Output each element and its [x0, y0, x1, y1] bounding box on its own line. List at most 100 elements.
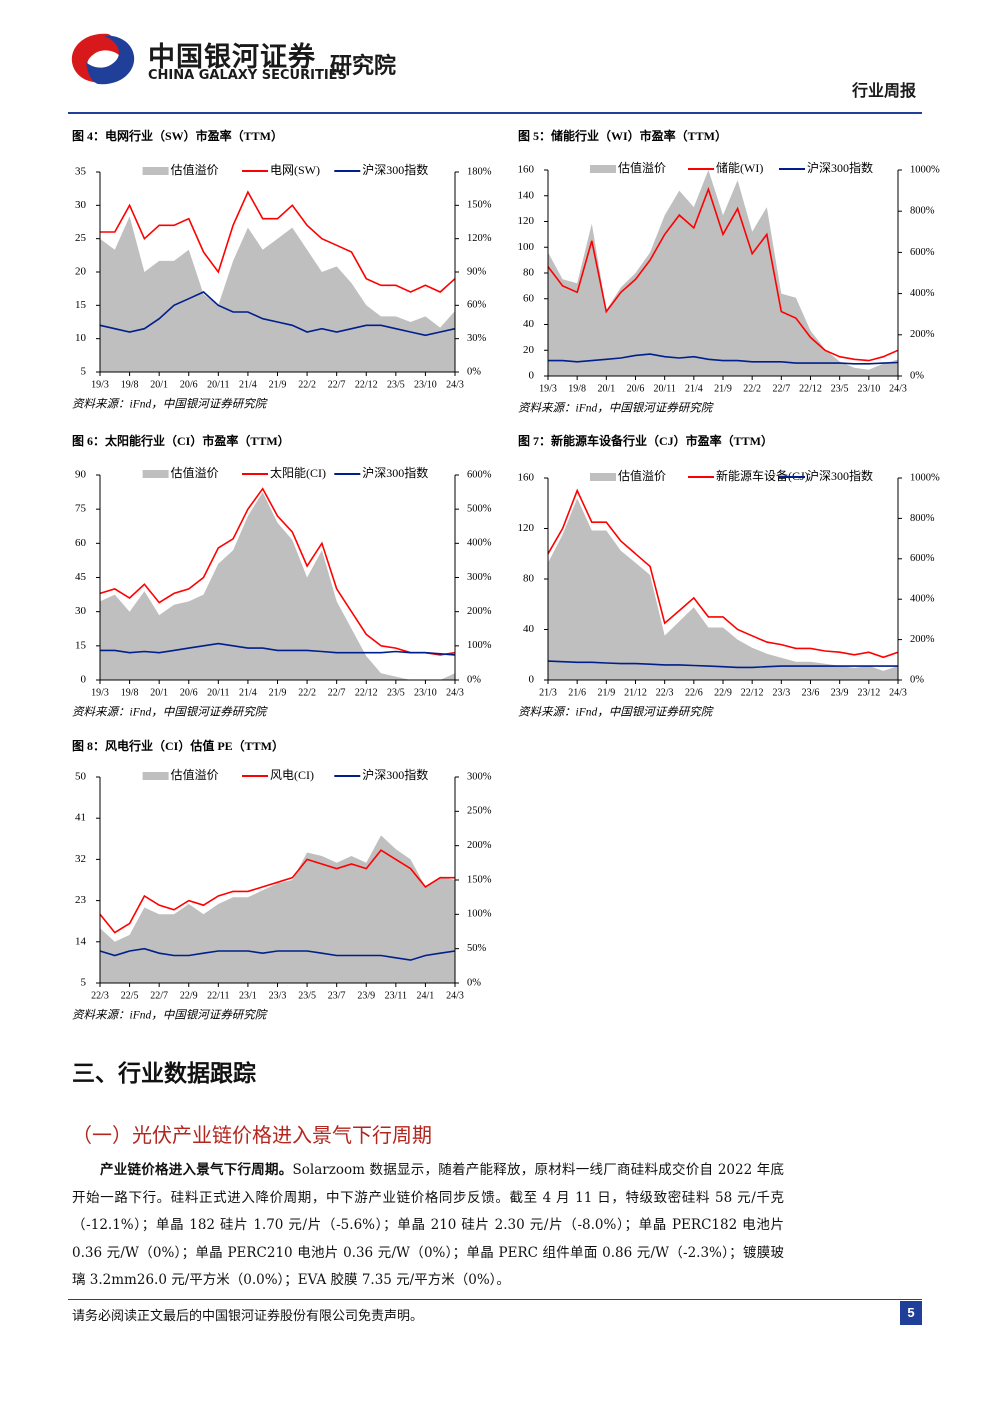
x-tick-label: 22/2: [298, 687, 316, 698]
x-tick-label: 21/6: [568, 687, 586, 698]
legend-swatch: [590, 473, 616, 481]
y-tick-label: 40: [523, 623, 535, 635]
x-tick-label: 22/7: [150, 990, 168, 1001]
y-tick-label: 140: [518, 189, 535, 201]
y-tick-label: 20: [523, 344, 535, 356]
x-tick-label: 23/9: [831, 687, 849, 698]
y-tick-label: 80: [523, 573, 535, 585]
page-number: 5: [900, 1301, 922, 1325]
x-tick-label: 19/3: [91, 379, 109, 390]
x-tick-label: 19/3: [539, 383, 557, 394]
x-tick-label: 22/3: [656, 687, 674, 698]
y2-tick-label: 200%: [467, 840, 492, 851]
legend-swatch: [142, 167, 169, 175]
y2-tick-label: 180%: [467, 166, 492, 177]
legend-label: 储能(WI): [716, 160, 763, 175]
x-tick-label: 22/12: [799, 383, 822, 394]
x-tick-label: 23/5: [298, 990, 316, 1001]
series-line: [100, 642, 456, 656]
legend-label: 估值溢价: [171, 767, 219, 782]
y2-tick-label: 150%: [467, 200, 492, 211]
y2-tick-label: 150%: [467, 874, 492, 885]
x-tick-label: 23/3: [269, 990, 287, 1001]
series-line: [99, 487, 456, 656]
figure-source: 资料来源：iFnd，中国银河证券研究院: [518, 706, 714, 719]
y2-tick-label: 800%: [910, 513, 935, 524]
y-tick-label: 120: [518, 215, 535, 227]
y-tick-label: 50: [75, 771, 87, 783]
x-tick-label: 23/1: [239, 990, 257, 1001]
y2-tick-label: 120%: [467, 233, 492, 244]
subsection-title: （一）光伏产业链价格进入景气下行周期: [72, 1123, 432, 1147]
x-tick-label: 23/10: [414, 379, 437, 390]
x-tick-label: 20/1: [597, 383, 615, 394]
y2-tick-label: 600%: [910, 553, 935, 564]
series-line: [547, 186, 899, 362]
legend-label: 估值溢价: [171, 465, 219, 480]
x-tick-label: 19/8: [121, 379, 139, 390]
company-en: CHINA GALAXY SECURITIES: [148, 68, 347, 83]
y2-tick-label: 300%: [467, 771, 492, 782]
y-tick-label: 41: [75, 812, 86, 824]
y2-tick-label: 200%: [910, 634, 935, 645]
y2-tick-label: 100%: [467, 640, 492, 651]
x-tick-label: 24/3: [889, 383, 907, 394]
y-tick-label: 90: [75, 469, 87, 481]
figure-source: 资料来源：iFnd，中国银河证券研究院: [518, 402, 714, 415]
y-tick-label: 60: [523, 292, 535, 304]
report-type: 行业周报: [852, 81, 917, 100]
x-tick-label: 20/6: [627, 383, 645, 394]
figure-source: 资料来源：iFnd，中国银河证券研究院: [72, 706, 268, 719]
series-line: [99, 849, 455, 934]
premium-area: [100, 492, 455, 680]
y-tick-label: 25: [75, 232, 87, 244]
y-tick-label: 80: [523, 267, 535, 279]
x-tick-label: 20/1: [150, 379, 168, 390]
x-tick-label: 20/11: [207, 687, 229, 698]
x-tick-label: 21/9: [597, 687, 615, 698]
y-tick-label: 120: [518, 522, 535, 534]
y-tick-label: 0: [81, 674, 87, 686]
x-tick-label: 22/6: [685, 687, 703, 698]
charts: 图 4：电网行业（SW）市盈率（TTM） 资料来源：iFnd，中国银河证券研究院 5…: [72, 128, 940, 1022]
x-tick-label: 22/9: [180, 990, 198, 1001]
y-tick-label: 5: [81, 366, 87, 378]
series-line: [100, 190, 456, 293]
x-tick-label: 21/4: [239, 379, 257, 390]
y-tick-label: 40: [523, 318, 535, 330]
x-tick-label: 21/4: [685, 383, 703, 394]
series-line: [99, 947, 456, 961]
x-tick-label: 20/1: [150, 687, 168, 698]
y2-tick-label: 0%: [467, 977, 481, 988]
legend-swatch: [142, 772, 169, 780]
x-tick-label: 22/7: [328, 687, 346, 698]
series-line: [99, 291, 456, 337]
x-tick-label: 22/3: [91, 990, 109, 1001]
x-tick-label: 22/2: [298, 379, 316, 390]
premium-area: [548, 498, 898, 680]
y-tick-label: 5: [81, 977, 87, 989]
legend-label: 估值溢价: [618, 160, 666, 175]
institute: 研究院: [330, 54, 397, 79]
y2-tick-label: 800%: [910, 206, 935, 217]
y-tick-label: 15: [75, 299, 87, 311]
x-tick-label: 24/1: [417, 990, 435, 1001]
y-tick-label: 30: [75, 199, 87, 211]
y-tick-label: 20: [75, 266, 87, 278]
x-tick-label: 23/3: [772, 687, 790, 698]
x-tick-label: 23/5: [831, 383, 849, 394]
series-line: [548, 353, 899, 365]
x-tick-label: 22/12: [355, 687, 378, 698]
y-tick-label: 60: [75, 537, 87, 549]
y2-tick-label: 50%: [467, 943, 487, 954]
x-tick-label: 20/11: [653, 383, 675, 394]
x-tick-label: 22/5: [121, 990, 139, 1001]
legend-label: 估值溢价: [618, 468, 666, 483]
logo: [71, 33, 135, 85]
y-tick-label: 100: [518, 241, 535, 253]
x-tick-label: 23/5: [387, 687, 405, 698]
y2-tick-label: 400%: [910, 288, 935, 299]
figure-source: 资料来源：iFnd，中国银河证券研究院: [72, 398, 268, 411]
header-rule: [68, 112, 922, 114]
